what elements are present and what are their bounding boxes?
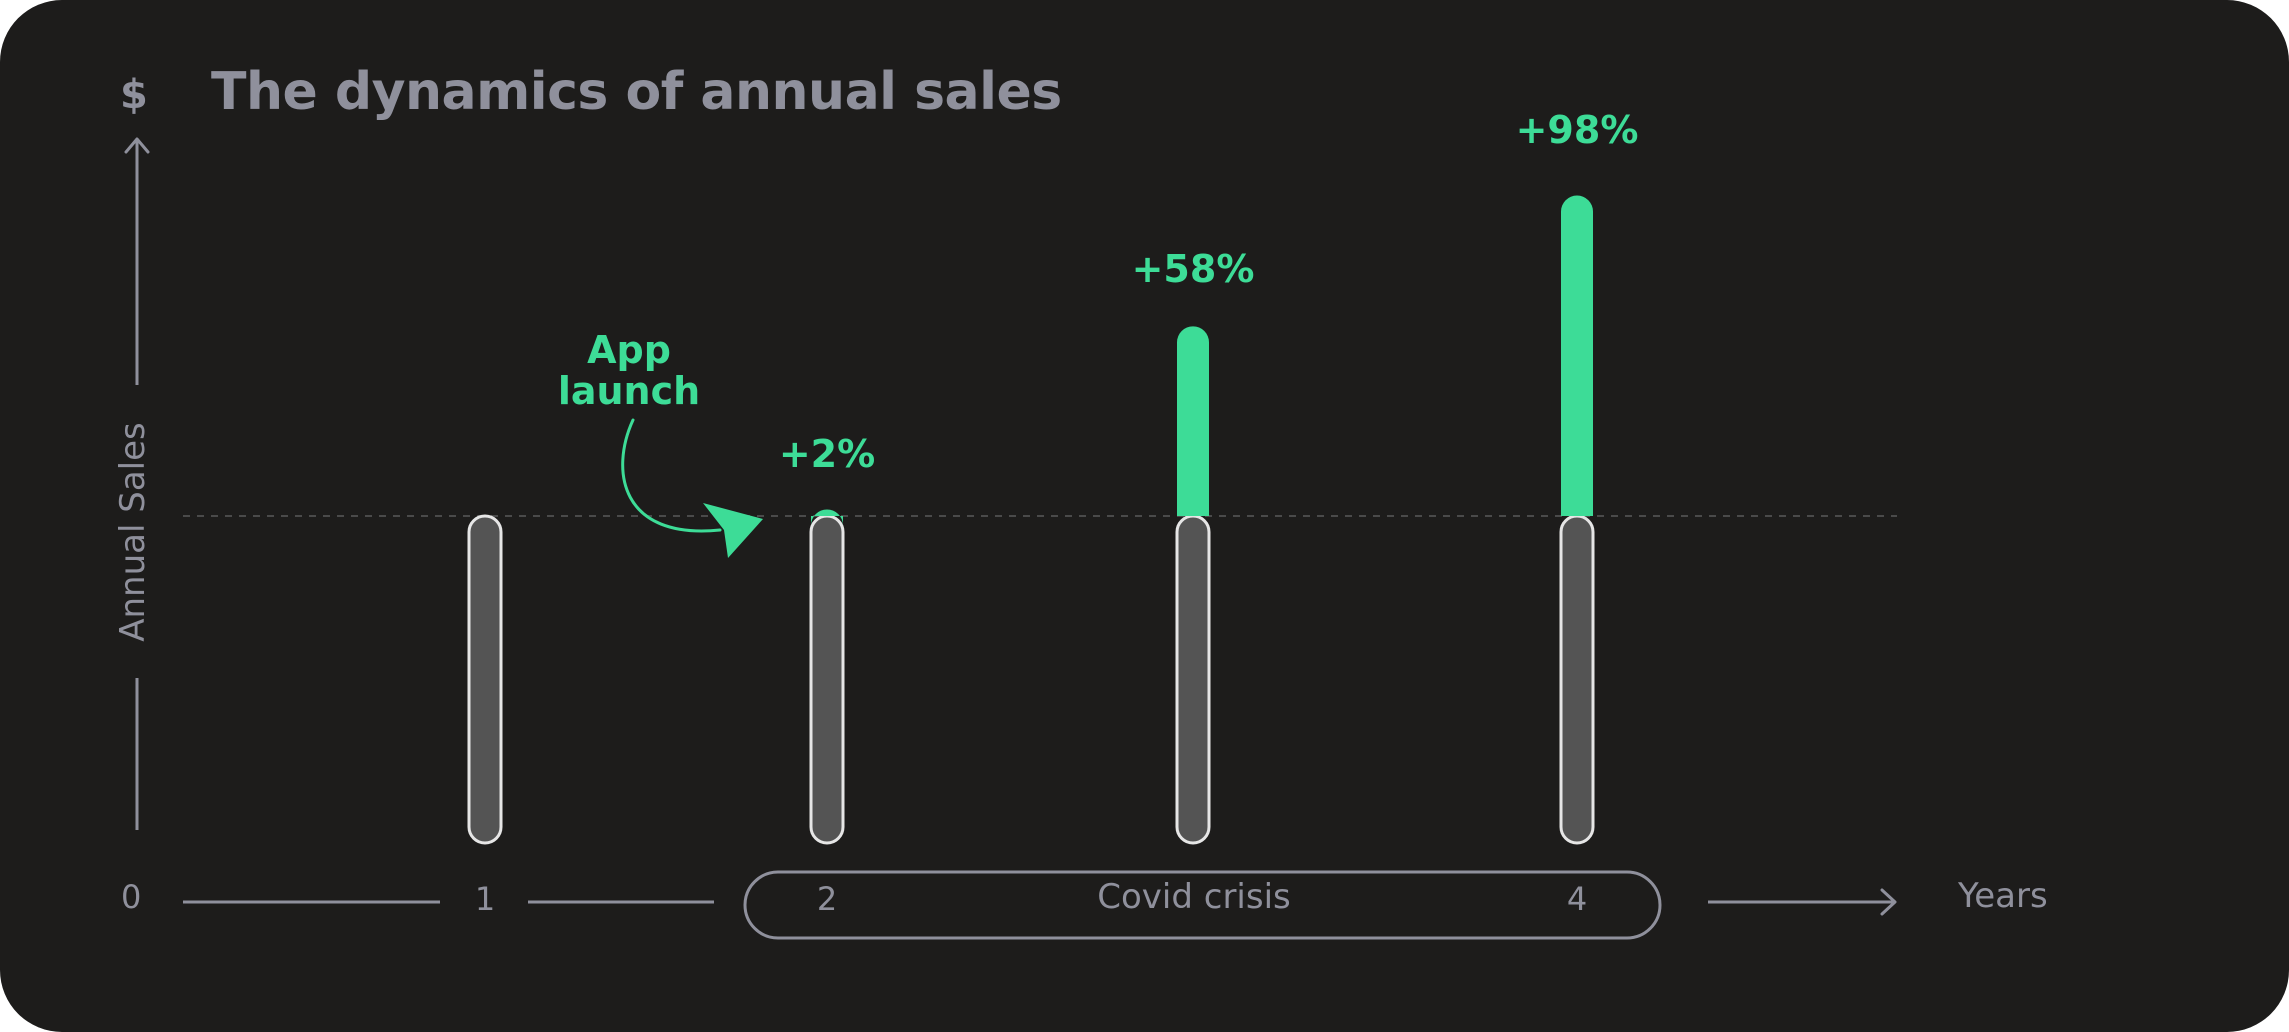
y-axis-label: Annual Sales [113,422,153,642]
x-tick-label-year-2: 2 [816,880,838,918]
bar-growth-year-2 [811,509,843,526]
app-launch-annotation: App launch [509,330,749,412]
bar-growth-year-3 [1177,326,1209,516]
app-launch-arrow-head [703,503,763,558]
x-axis-label: Years [1958,876,2048,916]
chart-title: The dynamics of annual sales [211,62,1062,122]
bar-base-year-3 [1175,514,1211,845]
x-axis-arrow [1880,888,1897,916]
bar-base-year-2 [809,514,845,845]
app-launch-annotation-line-2: launch [557,369,701,413]
covid-crisis-bracket [743,870,1662,940]
growth-label-year-2: +2% [778,432,876,476]
bar-growth-year-4 [1561,195,1593,517]
origin-label: 0 [121,878,142,916]
x-tick-label-year-1: 1 [474,880,496,918]
y-axis-arrow [124,137,150,154]
app-launch-annotation-line-1: App [587,328,671,372]
growth-label-year-4: +98% [1515,108,1639,152]
growth-label-year-3: +58% [1131,247,1255,291]
bar-base-year-4 [1559,514,1595,845]
x-tick-label-year-4: 4 [1566,880,1588,918]
bar-base-year-1 [467,514,503,845]
y-unit-label: $ [120,72,148,118]
app-launch-arrow-curve [621,418,722,533]
